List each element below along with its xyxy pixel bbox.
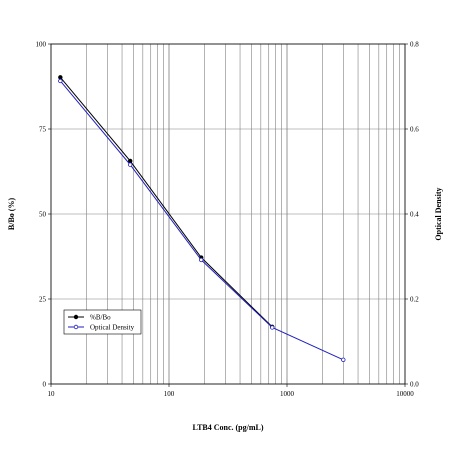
legend-swatch-marker — [73, 324, 79, 330]
right-y-tick-label: 0.2 — [410, 296, 419, 304]
data-point — [341, 357, 346, 362]
data-point — [270, 325, 275, 330]
legend-label: Optical Density — [90, 324, 135, 332]
axis-ticks: 10 100 1000 10000 0 25 50 75 100 0.0 0.2 0.4 0.6 0.8 — [36, 41, 420, 399]
right-y-tick-label: 0.0 — [410, 381, 419, 389]
right-y-axis-title: Optical Density — [434, 187, 443, 240]
right-y-tick-label: 0.4 — [410, 211, 419, 219]
data-point — [58, 75, 63, 80]
left-y-tick-label: 0 — [43, 381, 47, 389]
left-y-tick-label: 75 — [39, 126, 47, 134]
data-point — [199, 257, 204, 263]
x-axis-title: LTB4 Conc. (pg/mL) — [192, 423, 263, 432]
left-y-tick-label: 25 — [39, 296, 47, 304]
left-y-axis-title: B/Bo (%) — [7, 198, 16, 231]
data-point — [58, 78, 63, 84]
right-y-tick-label: 0.8 — [410, 41, 419, 49]
series-line — [59, 76, 273, 328]
x-tick-label: 100 — [164, 390, 175, 398]
x-tick-label: 10 — [48, 390, 56, 398]
data-point — [127, 158, 133, 164]
series-layer — [58, 75, 346, 362]
legend-box — [63, 309, 142, 335]
legend-label: %B/Bo — [90, 314, 111, 322]
legend: %B/Bo Optical Density — [63, 309, 142, 335]
left-y-tick-label: 50 — [39, 211, 47, 219]
x-tick-label: 10000 — [396, 390, 414, 398]
left-y-tick-label: 100 — [36, 41, 47, 49]
legend-swatch-marker — [73, 314, 79, 320]
x-tick-label: 1000 — [280, 390, 295, 398]
data-point — [127, 162, 133, 167]
gridlines — [50, 43, 406, 385]
right-y-tick-label: 0.6 — [410, 126, 419, 134]
